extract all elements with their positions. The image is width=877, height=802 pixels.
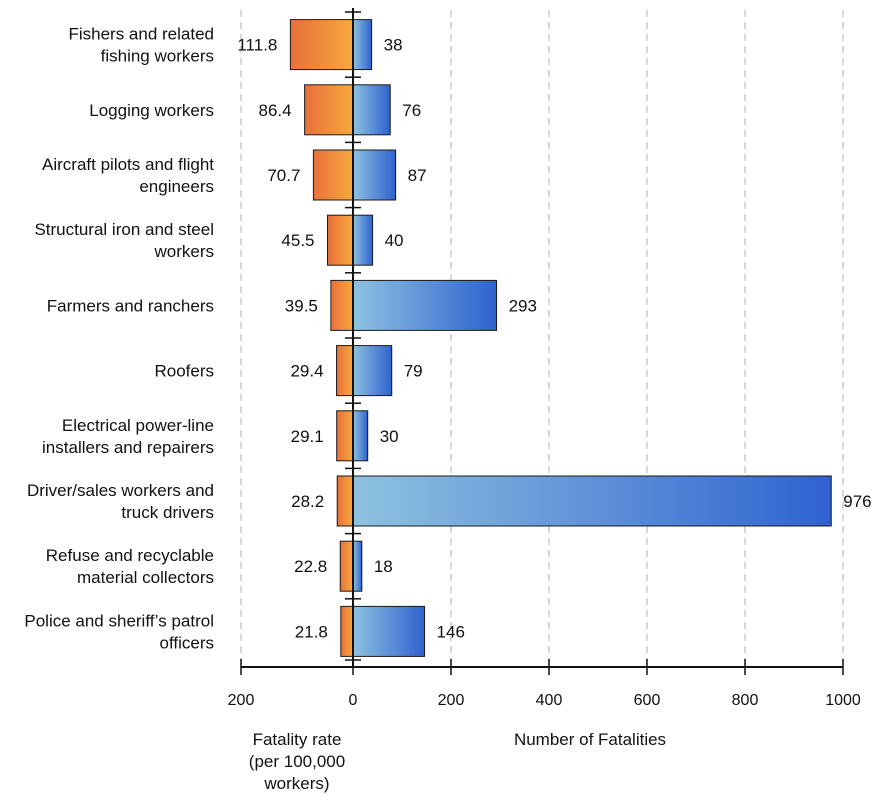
rate-bar <box>336 345 354 397</box>
category-label: Fishers and related <box>68 25 214 44</box>
right-axis-tick-label: 1000 <box>825 692 861 709</box>
fatalities-bar <box>352 605 426 657</box>
fatalities-bar <box>352 475 832 527</box>
fatalities-bar <box>352 149 397 201</box>
category-label: Aircraft pilots and flight <box>42 155 214 174</box>
fatalities-bar <box>352 345 393 397</box>
left-axis-title: Fatality rate <box>253 730 342 749</box>
fatalities-bar <box>352 214 374 266</box>
fatalities-value-label: 18 <box>374 557 393 576</box>
rate-bar <box>289 19 354 71</box>
left-axis-title: (per 100,000 <box>249 752 345 771</box>
left-axis-tick-label: 200 <box>228 692 255 709</box>
fatalities-value-label: 87 <box>408 166 427 185</box>
fatalities-value-label: 76 <box>402 101 421 120</box>
right-axis-tick-label: 400 <box>536 692 563 709</box>
rate-value-label: 39.5 <box>285 296 318 315</box>
category-label: Logging workers <box>89 101 214 120</box>
right-axis-tick-label: 800 <box>732 692 759 709</box>
category-label: Electrical power-line <box>62 416 214 435</box>
category-label: truck drivers <box>121 503 214 522</box>
fatalities-bar <box>352 19 373 71</box>
rate-value-label: 111.8 <box>237 36 277 55</box>
rate-value-label: 45.5 <box>281 231 314 250</box>
right-axis-title: Number of Fatalities <box>514 730 666 749</box>
rate-value-label: 28.2 <box>291 492 324 511</box>
category-label: Driver/sales workers and <box>27 481 214 500</box>
fatalities-bar <box>352 410 369 462</box>
fatalities-bar <box>352 540 363 592</box>
fatalities-value-label: 38 <box>384 36 403 55</box>
left-axis-title: workers) <box>263 774 329 793</box>
right-axis-tick-label: 600 <box>634 692 661 709</box>
fatalities-value-label: 976 <box>843 492 871 511</box>
rate-bar <box>340 605 354 657</box>
category-label: Structural iron and steel <box>34 220 214 239</box>
category-label: material collectors <box>77 568 214 587</box>
fatalities-value-label: 40 <box>385 231 404 250</box>
category-label: workers <box>153 242 214 261</box>
rate-bar <box>339 540 354 592</box>
fatalities-value-label: 79 <box>404 362 423 381</box>
category-label: fishing workers <box>101 47 214 66</box>
fatalities-bar <box>352 84 391 136</box>
category-label: installers and repairers <box>42 438 214 457</box>
rate-value-label: 29.4 <box>290 362 323 381</box>
category-label: Police and sheriff’s patrol <box>24 611 214 630</box>
category-label: Roofers <box>154 362 214 381</box>
left-axis-tick-label: 0 <box>349 692 358 709</box>
fatalities-value-label: 293 <box>509 296 537 315</box>
rate-bar <box>336 410 354 462</box>
category-label: officers <box>160 633 215 652</box>
rate-value-label: 29.1 <box>291 427 324 446</box>
right-axis-tick-label: 200 <box>438 692 465 709</box>
rate-bar <box>327 214 354 266</box>
rate-value-label: 21.8 <box>295 622 328 641</box>
rate-bar <box>330 279 354 331</box>
rate-value-label: 22.8 <box>294 557 327 576</box>
category-label: engineers <box>139 177 214 196</box>
rate-value-label: 70.7 <box>267 166 300 185</box>
fatalities-value-label: 30 <box>380 427 399 446</box>
rate-value-label: 86.4 <box>259 101 292 120</box>
category-label: Refuse and recyclable <box>46 546 214 565</box>
category-label: Farmers and ranchers <box>47 296 214 315</box>
rate-bar <box>312 149 354 201</box>
rate-bar <box>336 475 354 527</box>
fatalities-bar <box>352 279 498 331</box>
fatalities-value-label: 146 <box>437 622 465 641</box>
rate-bar <box>304 84 354 136</box>
